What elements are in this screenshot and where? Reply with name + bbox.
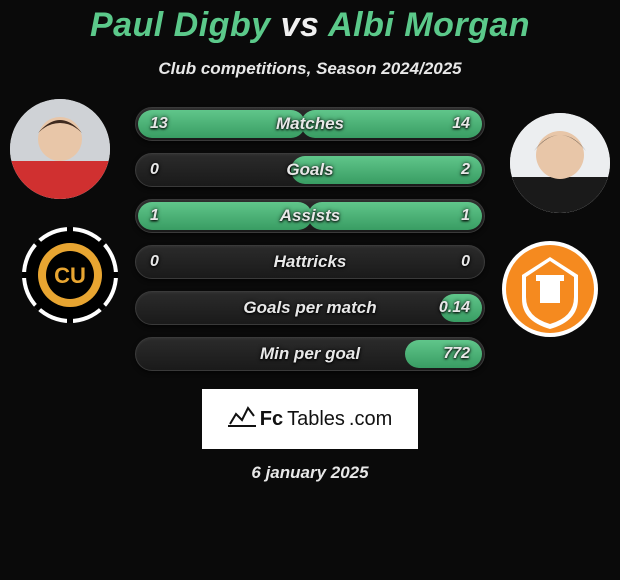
stat-row: 0Goals2 xyxy=(135,153,485,187)
page-title: Paul Digby vs Albi Morgan xyxy=(0,0,620,45)
stat-value-right: 0.14 xyxy=(439,299,470,317)
date-text: 6 january 2025 xyxy=(0,463,620,483)
stat-rows: 13Matches140Goals21Assists10Hattricks0Go… xyxy=(135,107,485,371)
player2-avatar xyxy=(510,113,610,213)
stat-label: Goals per match xyxy=(136,298,484,318)
stat-row: Goals per match0.14 xyxy=(135,291,485,325)
title-player1: Paul Digby xyxy=(90,6,271,44)
stat-row: 0Hattricks0 xyxy=(135,245,485,279)
brand-watermark: FcTables.com xyxy=(202,389,418,449)
title-vs: vs xyxy=(281,6,320,44)
svg-text:CU: CU xyxy=(54,263,86,288)
stat-value-right: 14 xyxy=(452,115,470,133)
title-player2: Albi Morgan xyxy=(328,6,530,44)
player1-club-crest: CU xyxy=(20,225,120,325)
stat-label: Min per goal xyxy=(136,344,484,364)
brand-suffix: .com xyxy=(349,408,392,431)
player1-avatar xyxy=(10,99,110,199)
comparison-stage: CU 13Matches140Goals21Assists10Hattricks… xyxy=(0,107,620,371)
stat-label: Hattricks xyxy=(136,252,484,272)
player2-club-crest xyxy=(500,239,600,339)
stat-value-right: 0 xyxy=(461,253,470,271)
stat-row: Min per goal772 xyxy=(135,337,485,371)
stat-row: 1Assists1 xyxy=(135,199,485,233)
stat-row: 13Matches14 xyxy=(135,107,485,141)
stat-label: Assists xyxy=(136,206,484,226)
stat-value-right: 772 xyxy=(443,345,470,363)
brand-text-right: Tables xyxy=(287,408,345,431)
brand-logo-icon xyxy=(228,404,256,434)
stat-label: Goals xyxy=(136,160,484,180)
subtitle: Club competitions, Season 2024/2025 xyxy=(0,59,620,79)
brand-text-left: Fc xyxy=(260,408,283,431)
stat-value-right: 1 xyxy=(461,207,470,225)
stat-value-right: 2 xyxy=(461,161,470,179)
stat-label: Matches xyxy=(136,114,484,134)
